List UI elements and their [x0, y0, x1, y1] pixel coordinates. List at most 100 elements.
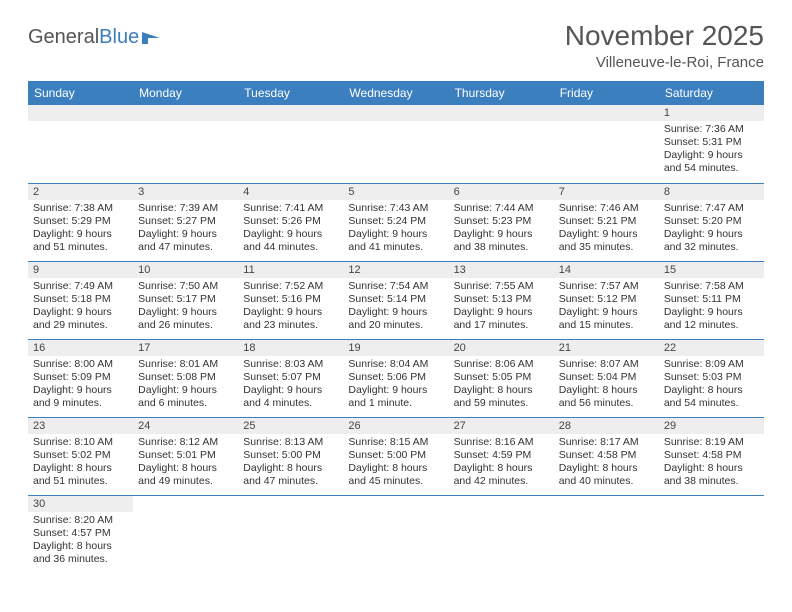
day-info: Sunrise: 7:54 AMSunset: 5:14 PMDaylight:…: [343, 278, 448, 337]
day-number: 8: [659, 184, 764, 200]
day-info: Sunrise: 8:16 AMSunset: 4:59 PMDaylight:…: [449, 434, 554, 493]
day-number: 7: [554, 184, 659, 200]
calendar-cell: 17Sunrise: 8:01 AMSunset: 5:08 PMDayligh…: [133, 339, 238, 417]
calendar-cell: [238, 105, 343, 183]
day-number: 6: [449, 184, 554, 200]
day-number: 5: [343, 184, 448, 200]
weekday-header: Thursday: [449, 81, 554, 105]
day-number: 9: [28, 262, 133, 278]
calendar-cell: [343, 495, 448, 573]
day-number: 11: [238, 262, 343, 278]
day-info: Sunrise: 8:06 AMSunset: 5:05 PMDaylight:…: [449, 356, 554, 415]
calendar-cell: 25Sunrise: 8:13 AMSunset: 5:00 PMDayligh…: [238, 417, 343, 495]
calendar-cell: 27Sunrise: 8:16 AMSunset: 4:59 PMDayligh…: [449, 417, 554, 495]
calendar-cell: 12Sunrise: 7:54 AMSunset: 5:14 PMDayligh…: [343, 261, 448, 339]
calendar-cell: 1Sunrise: 7:36 AMSunset: 5:31 PMDaylight…: [659, 105, 764, 183]
day-info: Sunrise: 8:09 AMSunset: 5:03 PMDaylight:…: [659, 356, 764, 415]
day-number: 12: [343, 262, 448, 278]
day-info: Sunrise: 8:03 AMSunset: 5:07 PMDaylight:…: [238, 356, 343, 415]
calendar-cell: 29Sunrise: 8:19 AMSunset: 4:58 PMDayligh…: [659, 417, 764, 495]
day-info: Sunrise: 8:04 AMSunset: 5:06 PMDaylight:…: [343, 356, 448, 415]
day-number: 22: [659, 340, 764, 356]
calendar-cell: 23Sunrise: 8:10 AMSunset: 5:02 PMDayligh…: [28, 417, 133, 495]
calendar-cell: 15Sunrise: 7:58 AMSunset: 5:11 PMDayligh…: [659, 261, 764, 339]
day-info: Sunrise: 7:55 AMSunset: 5:13 PMDaylight:…: [449, 278, 554, 337]
calendar-cell: [659, 495, 764, 573]
day-number: 14: [554, 262, 659, 278]
day-info: Sunrise: 8:01 AMSunset: 5:08 PMDaylight:…: [133, 356, 238, 415]
calendar-cell: 18Sunrise: 8:03 AMSunset: 5:07 PMDayligh…: [238, 339, 343, 417]
calendar-cell: 9Sunrise: 7:49 AMSunset: 5:18 PMDaylight…: [28, 261, 133, 339]
day-number: 26: [343, 418, 448, 434]
calendar-cell: 8Sunrise: 7:47 AMSunset: 5:20 PMDaylight…: [659, 183, 764, 261]
weekday-header: Wednesday: [343, 81, 448, 105]
day-number: 28: [554, 418, 659, 434]
day-number: 13: [449, 262, 554, 278]
day-info: Sunrise: 7:49 AMSunset: 5:18 PMDaylight:…: [28, 278, 133, 337]
calendar-cell: 5Sunrise: 7:43 AMSunset: 5:24 PMDaylight…: [343, 183, 448, 261]
weekday-header: Sunday: [28, 81, 133, 105]
day-number: 15: [659, 262, 764, 278]
calendar-cell: 28Sunrise: 8:17 AMSunset: 4:58 PMDayligh…: [554, 417, 659, 495]
day-number: 29: [659, 418, 764, 434]
month-title: November 2025: [565, 20, 764, 52]
day-number: 1: [659, 105, 764, 121]
day-number: 18: [238, 340, 343, 356]
day-info: Sunrise: 7:50 AMSunset: 5:17 PMDaylight:…: [133, 278, 238, 337]
calendar-cell: 13Sunrise: 7:55 AMSunset: 5:13 PMDayligh…: [449, 261, 554, 339]
weekday-header: Friday: [554, 81, 659, 105]
calendar-cell: 10Sunrise: 7:50 AMSunset: 5:17 PMDayligh…: [133, 261, 238, 339]
day-number: 23: [28, 418, 133, 434]
logo: GeneralBlue: [28, 26, 164, 49]
calendar-cell: 16Sunrise: 8:00 AMSunset: 5:09 PMDayligh…: [28, 339, 133, 417]
day-info: Sunrise: 7:47 AMSunset: 5:20 PMDaylight:…: [659, 200, 764, 259]
calendar-table: Sunday Monday Tuesday Wednesday Thursday…: [28, 81, 764, 573]
day-info: Sunrise: 7:46 AMSunset: 5:21 PMDaylight:…: [554, 200, 659, 259]
day-info: Sunrise: 7:58 AMSunset: 5:11 PMDaylight:…: [659, 278, 764, 337]
day-info: Sunrise: 8:17 AMSunset: 4:58 PMDaylight:…: [554, 434, 659, 493]
logo-text-1: General: [28, 26, 99, 49]
day-number: 24: [133, 418, 238, 434]
day-number: 25: [238, 418, 343, 434]
day-info: Sunrise: 8:07 AMSunset: 5:04 PMDaylight:…: [554, 356, 659, 415]
day-info: Sunrise: 7:57 AMSunset: 5:12 PMDaylight:…: [554, 278, 659, 337]
day-info: Sunrise: 7:43 AMSunset: 5:24 PMDaylight:…: [343, 200, 448, 259]
calendar-cell: [238, 495, 343, 573]
calendar-cell: 22Sunrise: 8:09 AMSunset: 5:03 PMDayligh…: [659, 339, 764, 417]
day-number: 21: [554, 340, 659, 356]
calendar-week-row: 9Sunrise: 7:49 AMSunset: 5:18 PMDaylight…: [28, 261, 764, 339]
calendar-cell: [554, 105, 659, 183]
day-info: Sunrise: 8:19 AMSunset: 4:58 PMDaylight:…: [659, 434, 764, 493]
title-block: November 2025 Villeneuve-le-Roi, France: [565, 20, 764, 71]
day-number: 30: [28, 496, 133, 512]
weekday-header: Saturday: [659, 81, 764, 105]
calendar-page: GeneralBlue November 2025 Villeneuve-le-…: [0, 0, 792, 593]
day-number: 10: [133, 262, 238, 278]
day-number: 2: [28, 184, 133, 200]
logo-text-2: Blue: [99, 26, 139, 49]
day-number: 4: [238, 184, 343, 200]
day-info: Sunrise: 8:13 AMSunset: 5:00 PMDaylight:…: [238, 434, 343, 493]
day-info: Sunrise: 8:00 AMSunset: 5:09 PMDaylight:…: [28, 356, 133, 415]
day-number: 19: [343, 340, 448, 356]
calendar-cell: 19Sunrise: 8:04 AMSunset: 5:06 PMDayligh…: [343, 339, 448, 417]
weekday-header-row: Sunday Monday Tuesday Wednesday Thursday…: [28, 81, 764, 105]
day-number: 16: [28, 340, 133, 356]
flag-icon: [142, 30, 164, 46]
calendar-cell: 4Sunrise: 7:41 AMSunset: 5:26 PMDaylight…: [238, 183, 343, 261]
calendar-cell: [133, 105, 238, 183]
calendar-cell: [133, 495, 238, 573]
weekday-header: Monday: [133, 81, 238, 105]
day-info: Sunrise: 7:39 AMSunset: 5:27 PMDaylight:…: [133, 200, 238, 259]
day-number: 27: [449, 418, 554, 434]
day-info: Sunrise: 7:41 AMSunset: 5:26 PMDaylight:…: [238, 200, 343, 259]
day-info: Sunrise: 8:10 AMSunset: 5:02 PMDaylight:…: [28, 434, 133, 493]
calendar-week-row: 2Sunrise: 7:38 AMSunset: 5:29 PMDaylight…: [28, 183, 764, 261]
calendar-cell: 20Sunrise: 8:06 AMSunset: 5:05 PMDayligh…: [449, 339, 554, 417]
calendar-cell: [449, 495, 554, 573]
calendar-week-row: 1Sunrise: 7:36 AMSunset: 5:31 PMDaylight…: [28, 105, 764, 183]
calendar-cell: [343, 105, 448, 183]
location: Villeneuve-le-Roi, France: [565, 54, 764, 71]
calendar-cell: 24Sunrise: 8:12 AMSunset: 5:01 PMDayligh…: [133, 417, 238, 495]
header: GeneralBlue November 2025 Villeneuve-le-…: [28, 20, 764, 71]
